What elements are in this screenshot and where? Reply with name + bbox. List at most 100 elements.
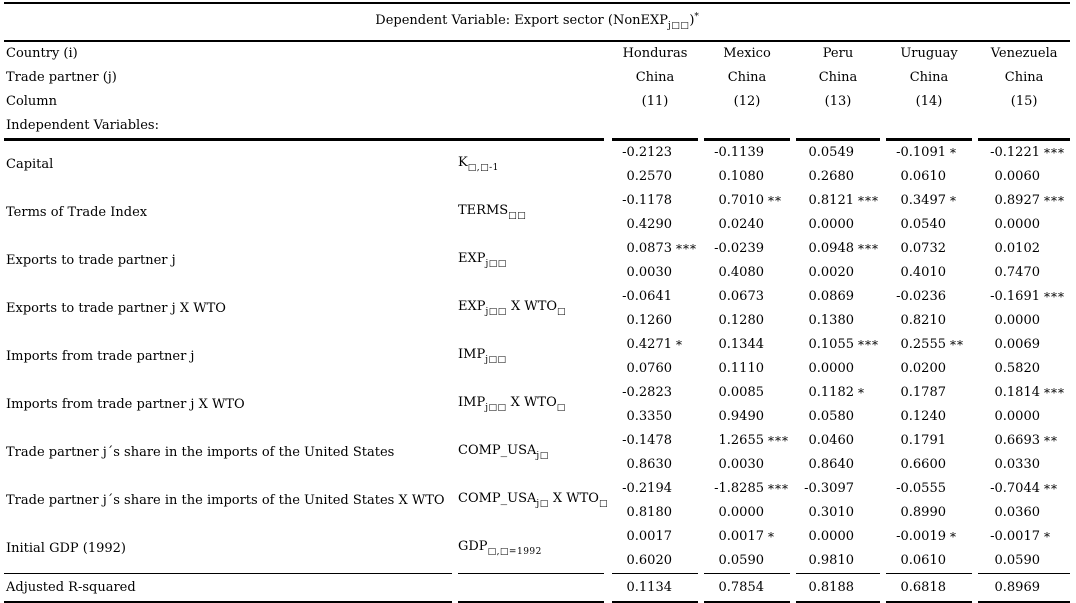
coefficient-value: 0.0460 xyxy=(808,433,855,448)
pvalue-row: 0.4290 0.0240 0.0000 0.0540 0.0000 xyxy=(4,213,1070,237)
column-number-cell: (13) xyxy=(824,94,852,109)
column-gap xyxy=(604,189,612,237)
significance-stars: * xyxy=(950,146,957,160)
p-value: 0.0760 xyxy=(626,361,673,376)
stars-cell xyxy=(764,309,790,333)
stars-cell xyxy=(946,453,972,477)
stars-cell xyxy=(672,165,698,189)
coefficient-row: Exports to trade partner j EXPj□□ 0.0873 **… xyxy=(4,237,1070,269)
p-value: 0.0000 xyxy=(718,505,765,520)
partner-cell: China xyxy=(727,70,767,85)
significance-stars: * xyxy=(676,338,683,352)
significance-stars xyxy=(946,237,972,261)
column-number-cell: (11) xyxy=(641,94,669,109)
significance-stars xyxy=(1040,237,1070,261)
pvalue-row: 0.3350 0.9490 0.0580 0.1240 0.0000 xyxy=(4,405,1070,429)
stars-cell xyxy=(764,165,790,189)
stars-cell xyxy=(1040,165,1070,189)
p-value: 0.0030 xyxy=(626,265,673,280)
variable-label: Capital xyxy=(6,157,54,172)
p-value: 0.3350 xyxy=(626,409,673,424)
country-honduras: Honduras xyxy=(622,46,688,61)
significance-stars xyxy=(946,477,972,501)
column-number-header-row: Column (11) (12) (13) (14) (15) xyxy=(4,90,1070,114)
coefficients-body: Capital K□,□-1 -0.2123 -0.1139 0.0549 -0.1091… xyxy=(4,141,1070,574)
stars-cell xyxy=(946,357,972,381)
variable-symbol: TERMS□□ xyxy=(458,202,527,221)
column-gap xyxy=(604,381,612,429)
pvalue-row: 0.0030 0.4080 0.0020 0.4010 0.7470 xyxy=(4,261,1070,285)
stars-cell xyxy=(764,357,790,381)
column-gap xyxy=(604,333,612,381)
country-uruguay: Uruguay xyxy=(900,46,958,61)
p-value: 0.0020 xyxy=(808,265,855,280)
coefficient-row: Terms of Trade Index TERMS□□ -0.1178 0.7010… xyxy=(4,189,1070,221)
stars-cell xyxy=(1040,309,1070,333)
p-value: 0.9490 xyxy=(718,409,765,424)
stars-cell xyxy=(854,405,880,429)
coefficient-value: -0.0555 xyxy=(896,481,946,496)
variable-label: Terms of Trade Index xyxy=(6,205,148,220)
significance-stars: *** xyxy=(858,242,879,256)
stars-cell xyxy=(672,357,698,381)
significance-stars xyxy=(672,285,698,309)
stars-cell xyxy=(946,165,972,189)
title-text: Dependent Variable: Export sector (NonEX… xyxy=(375,12,699,31)
pvalue-row: 0.6020 0.0590 0.9810 0.0610 0.0590 xyxy=(4,549,1070,574)
p-value: 0.8990 xyxy=(900,505,947,520)
table-title-row: Dependent Variable: Export sector (NonEX… xyxy=(4,3,1071,42)
stars-cell xyxy=(1040,357,1070,381)
coefficient-value: 0.0732 xyxy=(900,241,947,256)
stars-cell xyxy=(764,453,790,477)
coefficient-value: 0.0069 xyxy=(994,337,1041,352)
p-value: 0.0610 xyxy=(900,553,947,568)
column-gap xyxy=(604,429,612,477)
stars-cell xyxy=(1040,261,1070,285)
significance-stars xyxy=(764,141,790,165)
significance-stars xyxy=(764,333,790,357)
significance-stars: * xyxy=(950,530,957,544)
p-value: 0.1080 xyxy=(718,169,765,184)
r-squared-value: 0.7854 xyxy=(718,580,765,595)
country-venezuela: Venezuela xyxy=(990,46,1058,61)
pvalue-row: 0.1260 0.1280 0.1380 0.8210 0.0000 xyxy=(4,309,1070,333)
country-mexico: Mexico xyxy=(723,46,771,61)
variable-label: Exports to trade partner j X WTO xyxy=(6,301,226,316)
stars-cell xyxy=(672,549,698,574)
stars-cell xyxy=(1040,405,1070,429)
coefficient-row: Imports from trade partner j X WTO IMPj□□… xyxy=(4,381,1070,413)
stars-cell xyxy=(946,574,972,602)
coefficient-value: -0.1478 xyxy=(622,433,672,448)
p-value: 0.0590 xyxy=(994,553,1041,568)
country-peru: Peru xyxy=(822,46,854,61)
variable-symbol: COMP_USAj□ X WTO□ xyxy=(458,490,608,509)
adjusted-r-squared-label: Adjusted R-squared xyxy=(6,580,136,595)
significance-stars: ** xyxy=(1044,434,1058,448)
column-gap xyxy=(604,141,612,189)
significance-stars: * xyxy=(950,194,957,208)
stars-cell xyxy=(946,405,972,429)
r-squared-value: 0.6818 xyxy=(900,580,947,595)
p-value: 0.0200 xyxy=(900,361,947,376)
stars-cell xyxy=(854,574,880,602)
p-value: 0.7470 xyxy=(994,265,1041,280)
p-value: 0.0580 xyxy=(808,409,855,424)
p-value: 0.4290 xyxy=(626,217,673,232)
coefficient-row: Exports to trade partner j X WTO EXPj□□ X… xyxy=(4,285,1070,317)
p-value: 0.0540 xyxy=(900,217,947,232)
p-value: 0.4010 xyxy=(900,265,947,280)
stars-cell xyxy=(1040,453,1070,477)
variable-label: Exports to trade partner j xyxy=(6,253,176,268)
stars-cell xyxy=(672,309,698,333)
coefficient-value: -0.1221 xyxy=(990,145,1040,160)
significance-stars xyxy=(764,285,790,309)
variable-label: Imports from trade partner j X WTO xyxy=(6,397,245,412)
coefficient-value: -0.0019 xyxy=(896,529,946,544)
coefficient-value: -0.2123 xyxy=(622,145,672,160)
coefficient-value: 0.7010 xyxy=(718,193,765,208)
coefficient-value: 0.0017 xyxy=(626,529,673,544)
coefficient-value: 0.0869 xyxy=(808,289,855,304)
coefficient-row: Imports from trade partner j IMPj□□ 0.4271… xyxy=(4,333,1070,365)
variable-symbol: EXPj□□ X WTO□ xyxy=(458,298,567,317)
coefficient-value: -0.0236 xyxy=(896,289,946,304)
